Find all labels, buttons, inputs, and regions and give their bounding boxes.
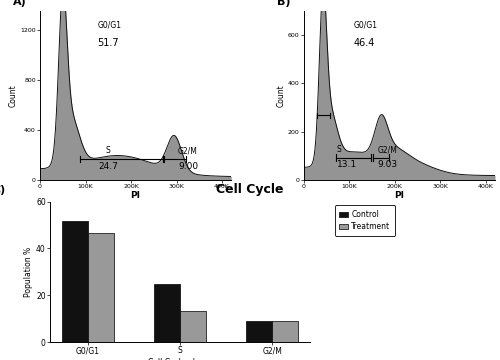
Y-axis label: Count: Count (8, 84, 18, 107)
Bar (88, 233, 114, 342)
Text: Cell Cycle: Cell Cycle (216, 183, 284, 195)
Text: G2/M: G2/M (378, 145, 398, 154)
Text: 9.03: 9.03 (378, 160, 398, 169)
Bar (272, 321, 298, 342)
Text: B): B) (277, 0, 290, 8)
Y-axis label: Count: Count (276, 84, 285, 107)
Bar (180, 311, 206, 342)
Text: A): A) (13, 0, 27, 8)
Text: 46.4: 46.4 (354, 38, 375, 48)
X-axis label: Cell Cycle phase: Cell Cycle phase (148, 358, 212, 360)
Bar (62, 221, 88, 342)
Text: S: S (336, 145, 342, 154)
Text: C): C) (0, 185, 6, 194)
Text: 51.7: 51.7 (98, 38, 119, 48)
Text: S: S (106, 146, 110, 155)
X-axis label: PI: PI (130, 190, 140, 199)
Y-axis label: Population %: Population % (24, 247, 34, 297)
Legend: Control, Treatment: Control, Treatment (334, 206, 395, 236)
Text: 13.1: 13.1 (336, 160, 356, 169)
Text: G0/G1: G0/G1 (354, 21, 378, 30)
Text: 24.7: 24.7 (98, 162, 118, 171)
Text: G0/G1: G0/G1 (98, 21, 122, 30)
Bar (154, 284, 180, 342)
X-axis label: PI: PI (394, 190, 404, 199)
Text: G2/M: G2/M (178, 146, 198, 155)
Text: 9.00: 9.00 (178, 162, 198, 171)
Bar (246, 321, 272, 342)
